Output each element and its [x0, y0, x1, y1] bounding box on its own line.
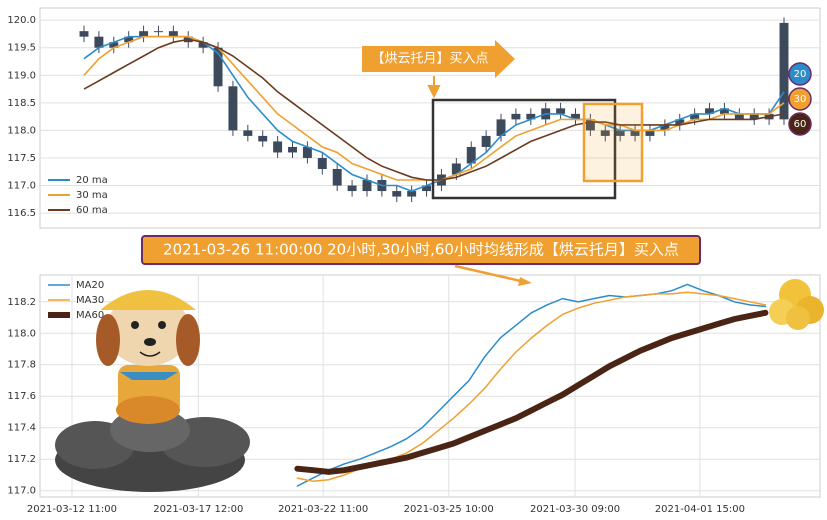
badge	[788, 62, 812, 86]
candle-body	[347, 185, 357, 192]
candle-body	[615, 130, 625, 136]
candle-body	[228, 86, 238, 131]
x-tick-label: 2021-03-30 09:00	[530, 504, 620, 515]
candle-body	[779, 22, 789, 120]
dog-illustration	[55, 290, 250, 492]
candle-body	[451, 163, 461, 175]
candle-body	[466, 146, 476, 164]
down-arrow	[427, 76, 441, 99]
candle-body	[258, 135, 268, 142]
candle-body	[213, 47, 223, 87]
banner-bg	[141, 235, 701, 265]
candle-body	[317, 157, 327, 170]
gold-cloud	[769, 279, 824, 330]
candle-body	[571, 113, 580, 120]
badge-label: 20	[794, 69, 807, 80]
legend-label: 30 ma	[76, 190, 108, 201]
top-plot-frame	[39, 7, 821, 229]
y-tick-label: 119.0	[7, 70, 36, 81]
legend-label: 60 ma	[76, 205, 108, 216]
candle-body	[585, 119, 595, 131]
badge-label: 60	[794, 119, 807, 130]
y-tick-label: 118.5	[7, 98, 36, 109]
candle-body	[481, 135, 491, 147]
candle-body	[198, 42, 208, 48]
candle-body	[362, 180, 372, 192]
buy-label: 【烘云托月】买入点	[371, 52, 488, 67]
candle-body	[630, 130, 640, 136]
y-tick-label: 117.8	[7, 360, 36, 371]
y-tick-label: 117.4	[7, 423, 36, 434]
candle-body	[407, 191, 417, 197]
legend-label: 20 ma	[76, 175, 108, 186]
candle-body	[109, 42, 119, 48]
candle-body	[496, 119, 506, 136]
ma-line	[296, 283, 767, 487]
candle-body	[392, 191, 402, 197]
candle-body	[556, 108, 566, 114]
arrow-label-bg	[362, 40, 515, 78]
legend-label: MA20	[76, 280, 104, 291]
candle-body	[645, 130, 655, 136]
candle-body	[660, 124, 670, 131]
x-tick-label: 2021-04-01 15:00	[655, 504, 745, 515]
y-tick-label: 120.0	[7, 15, 36, 26]
y-tick-label: 116.5	[7, 208, 36, 219]
candle-body	[734, 113, 744, 120]
candle-body	[302, 146, 312, 158]
candle-body	[690, 113, 700, 120]
candle-body	[422, 185, 432, 192]
ma-line	[294, 309, 769, 475]
x-tick-label: 2021-03-25 10:00	[404, 504, 494, 515]
y-tick-label: 118.0	[7, 328, 36, 339]
candle-body	[273, 141, 283, 153]
candle-body	[719, 108, 729, 114]
banner-arrowhead	[518, 277, 532, 286]
y-tick-label: 118.2	[7, 297, 36, 308]
candle-body	[243, 130, 253, 136]
x-tick-label: 2021-03-22 11:00	[278, 504, 368, 515]
y-tick-label: 117.0	[7, 181, 36, 192]
candle-body	[705, 108, 714, 114]
y-tick-label: 119.5	[7, 43, 36, 54]
y-tick-label: 117.6	[7, 391, 36, 402]
candle-body	[154, 31, 163, 33]
x-tick-label: 2021-03-12 11:00	[27, 504, 117, 515]
candle-body	[168, 31, 178, 37]
candle-body	[511, 113, 521, 120]
candle-body	[79, 31, 89, 37]
badge-label: 30	[794, 94, 807, 105]
badge	[788, 87, 812, 111]
legend-label: MA60	[76, 310, 104, 321]
badge	[788, 112, 812, 136]
banner-arrow	[454, 264, 526, 284]
candle-body	[749, 113, 759, 120]
y-tick-label: 117.0	[7, 486, 36, 497]
candle-body	[288, 146, 297, 153]
banner: 2021-03-26 11:00:00 20小时,30小时,60小时均线形成【烘…	[163, 241, 679, 259]
candle-body	[332, 169, 342, 186]
legend-label: MA30	[76, 295, 104, 306]
candle-body	[526, 113, 536, 120]
candle-body	[139, 31, 149, 37]
highlight-box	[431, 98, 617, 200]
badges: 20 30 60	[788, 62, 812, 136]
candle-body	[124, 36, 134, 43]
y-tick-label: 117.5	[7, 153, 36, 164]
highlight-box-orange	[582, 102, 644, 183]
x-tick-label: 2021-03-17 12:00	[153, 504, 243, 515]
y-tick-label: 117.2	[7, 454, 36, 465]
y-tick-label: 118.0	[7, 125, 36, 136]
candle-body	[600, 130, 610, 136]
candle-body	[94, 36, 104, 48]
candle-body	[675, 119, 685, 125]
chart-layer: 116.5 117.0 117.5 118.0 118.5 119.0 119.5 120.0…	[7, 15, 820, 515]
